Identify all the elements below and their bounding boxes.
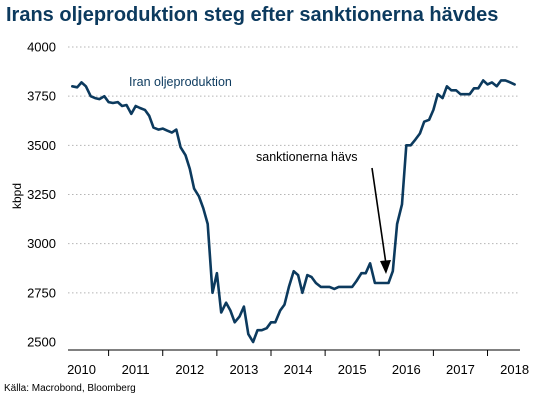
- x-tick-label: 2012: [175, 362, 204, 377]
- annotation-sanctions-lifted: sanktionerna hävs: [256, 150, 357, 164]
- annotation-arrow: [371, 167, 391, 274]
- x-axis: 2010 2011 2012 2013 2014 2015 2016 2017 2018: [67, 349, 529, 377]
- x-tick-label: 2013: [229, 362, 258, 377]
- series-line: [71, 79, 516, 344]
- y-tick-label: 3250: [27, 187, 56, 202]
- x-tick-label: 2014: [284, 362, 313, 377]
- x-tick-label: 2010: [67, 362, 96, 377]
- source-note: Källa: Macrobond, Bloomberg: [4, 383, 136, 394]
- y-tick-label: 2500: [27, 335, 56, 350]
- y-tick-label: 2750: [27, 285, 56, 300]
- y-axis-label: kbpd: [10, 183, 24, 209]
- y-tick-label: 3000: [27, 236, 56, 251]
- chart-title: Irans oljeproduktion steg efter sanktion…: [6, 4, 499, 26]
- x-tick-label: 2018: [500, 362, 529, 377]
- y-tick-label: 4000: [27, 40, 56, 55]
- y-tick-label: 3750: [27, 89, 56, 104]
- series-group: [71, 79, 516, 344]
- x-tick-label: 2015: [338, 362, 367, 377]
- y-axis-ticks: 2500 2750 3000 3250 3500 3750 4000: [27, 40, 56, 350]
- x-tick-label: 2011: [122, 362, 150, 377]
- x-tick-label: 2016: [392, 362, 421, 377]
- y-tick-label: 3500: [27, 138, 56, 153]
- x-tick-label: 2017: [446, 362, 475, 377]
- series-label: Iran oljeproduktion: [129, 75, 232, 89]
